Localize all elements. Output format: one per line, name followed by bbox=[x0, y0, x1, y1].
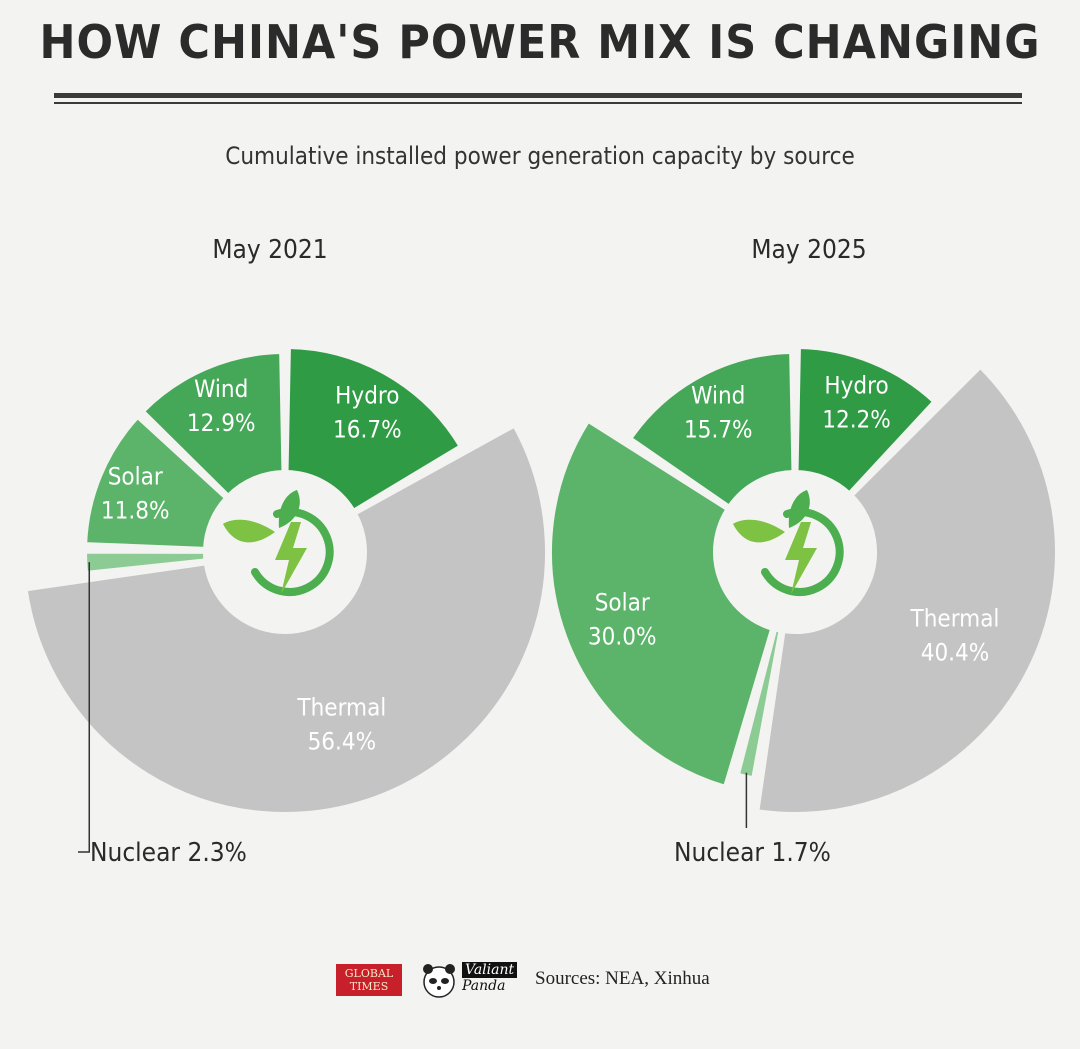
global-times-logo: GLOBAL TIMES bbox=[336, 964, 402, 996]
slice-value-wind-may-2021: 12.9% bbox=[187, 409, 256, 437]
slice-wind-may-2021 bbox=[140, 350, 286, 498]
slice-solar-may-2025 bbox=[548, 418, 775, 789]
title-rule-thin bbox=[54, 102, 1022, 104]
valiant-text: Valiant bbox=[462, 962, 518, 978]
slice-name-solar-may-2025: Solar bbox=[595, 589, 650, 617]
title-rule-thick bbox=[54, 93, 1022, 98]
slice-value-thermal-may-2021: 56.4% bbox=[308, 728, 377, 756]
slice-name-wind-may-2025: Wind bbox=[691, 381, 745, 409]
energy-leaf-bolt-icon-may-2025 bbox=[733, 490, 844, 596]
slice-value-solar-may-2025: 30.0% bbox=[588, 623, 657, 651]
slice-name-solar-may-2021: Solar bbox=[108, 462, 163, 490]
energy-leaf-bolt-icon-may-2021 bbox=[223, 490, 334, 596]
slice-value-hydro-may-2021: 16.7% bbox=[333, 416, 402, 444]
slice-hydro-may-2025 bbox=[794, 345, 937, 496]
sources-text: Sources: NEA, Xinhua bbox=[535, 968, 710, 989]
slice-name-hydro-may-2025: Hydro bbox=[824, 371, 888, 399]
slice-value-thermal-may-2025: 40.4% bbox=[921, 638, 990, 666]
footer: GLOBAL TIMES Valiant Panda Sources: NEA,… bbox=[0, 960, 1080, 1000]
slice-value-wind-may-2025: 15.7% bbox=[684, 415, 753, 443]
slice-name-hydro-may-2021: Hydro bbox=[335, 382, 399, 410]
chart-subtitle: Cumulative installed power generation ca… bbox=[225, 142, 855, 170]
panda-text: Panda bbox=[462, 978, 506, 994]
slice-nuclear-may-2021 bbox=[83, 549, 208, 575]
slice-name-thermal-may-2025: Thermal bbox=[910, 604, 1000, 632]
slice-thermal-may-2021 bbox=[23, 423, 549, 816]
nuclear-leader-line-may-2021 bbox=[78, 562, 91, 853]
slice-hydro-may-2021 bbox=[284, 345, 463, 513]
slice-name-thermal-may-2021: Thermal bbox=[296, 694, 386, 722]
nuclear-callout-2021: Nuclear 2.3% bbox=[90, 838, 247, 868]
slice-name-wind-may-2021: Wind bbox=[194, 375, 248, 403]
slice-value-solar-may-2021: 11.8% bbox=[101, 496, 170, 524]
slice-nuclear-may-2025 bbox=[735, 627, 783, 781]
slice-solar-may-2021 bbox=[83, 414, 229, 551]
valiant-panda-logo: Valiant Panda bbox=[418, 960, 518, 1000]
nuclear-callout-2025: Nuclear 1.7% bbox=[674, 838, 831, 868]
period-label-2025: May 2025 bbox=[751, 235, 867, 265]
slice-value-hydro-may-2025: 12.2% bbox=[822, 405, 891, 433]
panda-icon bbox=[423, 964, 455, 998]
chart-title: HOW CHINA'S POWER MIX IS CHANGING bbox=[39, 15, 1041, 70]
slice-thermal-may-2025 bbox=[755, 364, 1059, 816]
period-label-2021: May 2021 bbox=[212, 235, 328, 265]
slice-wind-may-2025 bbox=[628, 350, 796, 509]
